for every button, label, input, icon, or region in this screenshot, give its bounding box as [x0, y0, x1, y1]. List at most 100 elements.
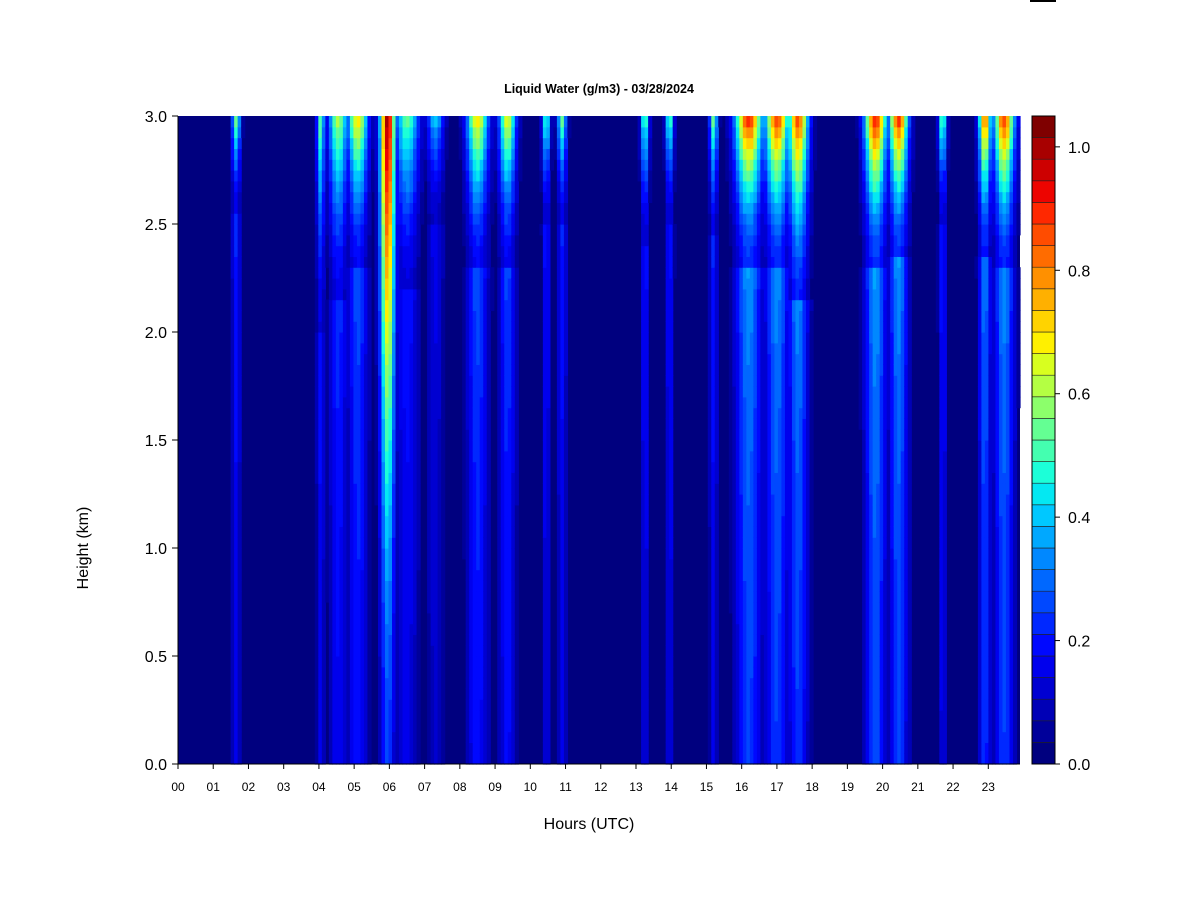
heatmap-cell	[788, 677, 793, 689]
heatmap-cell	[314, 569, 319, 581]
heatmap-cell	[774, 526, 779, 538]
heatmap-cell	[353, 213, 358, 225]
heatmap-cell	[735, 375, 740, 387]
heatmap-cell	[374, 483, 379, 495]
heatmap-cell	[469, 332, 474, 344]
heatmap-cell	[462, 407, 467, 419]
heatmap-cell	[441, 159, 446, 171]
heatmap-cell	[465, 699, 470, 711]
heatmap-cell	[770, 126, 776, 139]
heatmap-cell	[742, 580, 747, 592]
heatmap-cell	[781, 602, 786, 614]
heatmap-cell	[560, 677, 565, 689]
heatmap-cell	[753, 213, 758, 225]
heatmap-cell	[413, 310, 418, 322]
heatmap-cell	[328, 548, 333, 560]
heatmap-cell	[483, 137, 488, 149]
heatmap-cell	[388, 580, 393, 592]
heatmap-cell	[500, 213, 505, 225]
heatmap-cell	[735, 558, 740, 571]
heatmap-cell	[413, 450, 418, 463]
heatmap-cell	[791, 634, 797, 646]
heatmap-cell	[504, 191, 509, 203]
heatmap-cell	[360, 299, 365, 311]
heatmap-cell	[742, 634, 747, 646]
heatmap-cell	[413, 256, 418, 268]
heatmap-cell	[497, 710, 502, 722]
heatmap-cell	[427, 461, 432, 473]
heatmap-cell	[402, 699, 407, 711]
heatmap-cell	[486, 602, 491, 614]
heatmap-cell	[749, 278, 754, 290]
heatmap-cell	[328, 623, 333, 635]
heatmap-cell	[353, 515, 358, 527]
heatmap-cell	[356, 288, 362, 301]
heatmap-cell	[363, 407, 369, 419]
heatmap-cell	[314, 580, 319, 592]
heatmap-cell	[353, 504, 358, 517]
heatmap-cell	[360, 569, 365, 581]
heatmap-cell	[556, 332, 562, 344]
heatmap-cell	[441, 170, 446, 182]
heatmap-cell	[332, 526, 337, 538]
heatmap-cell	[472, 720, 477, 733]
heatmap-cell	[321, 418, 326, 430]
heatmap-cell	[314, 234, 319, 247]
heatmap-cell	[546, 634, 551, 646]
heatmap-cell	[756, 364, 761, 376]
heatmap-cell	[413, 418, 418, 430]
heatmap-cell	[781, 429, 786, 441]
heatmap-cell	[791, 386, 797, 398]
heatmap-cell	[781, 623, 786, 635]
heatmap-cell	[328, 278, 333, 290]
heatmap-cell	[472, 342, 477, 355]
heatmap-cell	[486, 461, 491, 473]
heatmap-cell	[395, 612, 400, 625]
heatmap-cell	[511, 569, 516, 581]
heatmap-cell	[739, 126, 744, 139]
heatmap-cell	[711, 278, 716, 290]
heatmap-cell	[384, 699, 390, 711]
heatmap-cell	[321, 710, 326, 722]
heatmap-cell	[377, 126, 383, 139]
heatmap-cell	[325, 180, 330, 193]
heatmap-cell	[500, 299, 505, 311]
heatmap-cell	[441, 429, 446, 441]
heatmap-cell	[560, 504, 565, 517]
heatmap-cell	[314, 353, 319, 365]
heatmap-cell	[437, 375, 442, 387]
heatmap-cell	[409, 245, 414, 257]
heatmap-cell	[430, 548, 435, 560]
heatmap-cell	[665, 332, 670, 344]
heatmap-cell	[641, 742, 646, 754]
heatmap-cell	[367, 386, 372, 398]
heatmap-cell	[328, 731, 333, 743]
heatmap-cell	[707, 407, 712, 419]
heatmap-cell	[469, 159, 474, 171]
heatmap-cell	[413, 245, 418, 257]
heatmap-cell	[381, 537, 386, 549]
heatmap-cell	[777, 526, 783, 538]
heatmap-cell	[483, 126, 488, 139]
heatmap-cell	[669, 569, 674, 581]
heatmap-cell	[430, 526, 435, 538]
heatmap-cell	[746, 645, 751, 657]
heatmap-cell	[462, 321, 467, 333]
heatmap-cell	[760, 548, 765, 560]
heatmap-cell	[328, 494, 333, 506]
heatmap-cell	[363, 137, 369, 149]
heatmap-cell	[546, 213, 551, 225]
heatmap-cell	[507, 418, 512, 430]
heatmap-cell	[781, 515, 786, 527]
heatmap-cell	[753, 224, 758, 236]
heatmap-cell	[749, 191, 754, 203]
heatmap-cell	[739, 429, 744, 441]
heatmap-cell	[753, 494, 758, 506]
heatmap-cell	[381, 137, 386, 149]
heatmap-cell	[441, 418, 446, 430]
heatmap-cell	[795, 591, 800, 603]
heatmap-cell	[335, 170, 340, 182]
heatmap-cell	[763, 418, 768, 430]
heatmap-cell	[486, 116, 491, 128]
